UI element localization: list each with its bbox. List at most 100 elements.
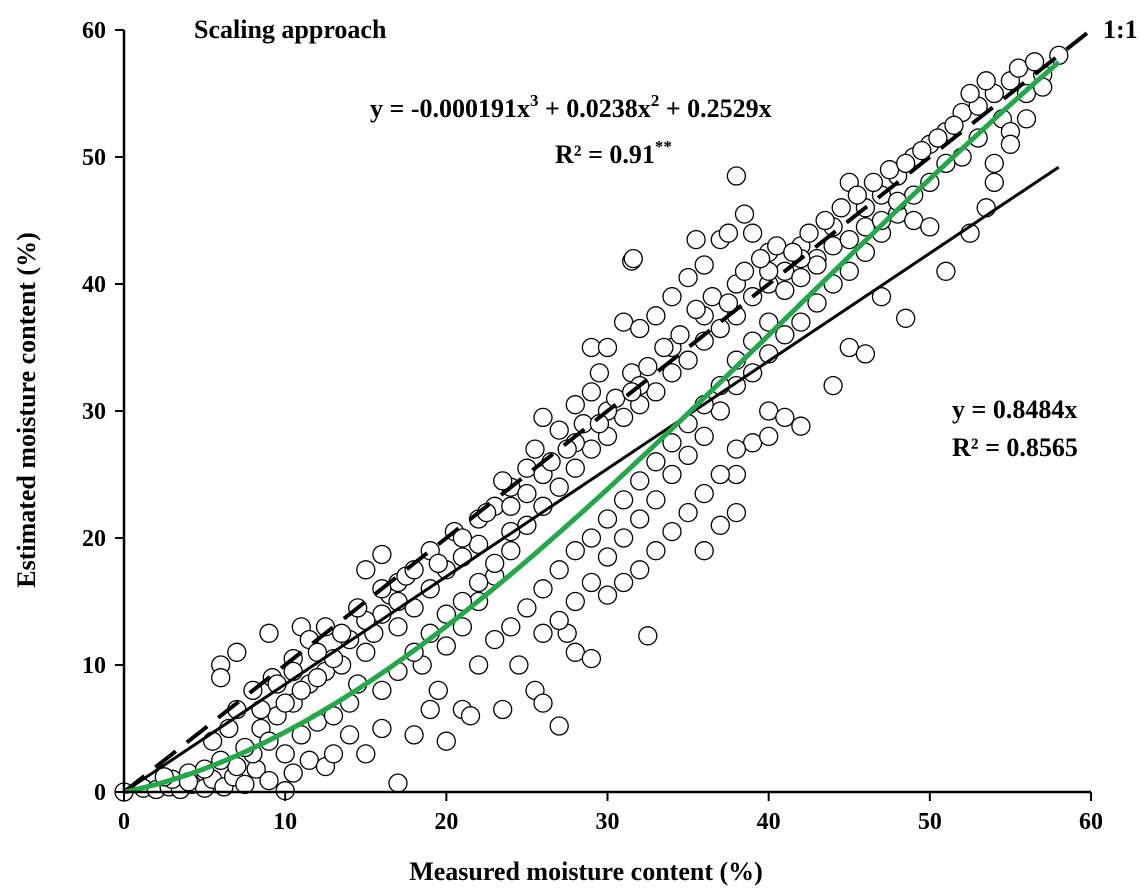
data-point [718, 223, 739, 243]
data-point [646, 541, 666, 561]
data-point [638, 626, 658, 646]
data-point [597, 585, 618, 605]
data-point [678, 502, 698, 523]
data-point [597, 509, 618, 529]
data-point [726, 502, 747, 523]
data-point [597, 547, 618, 567]
y-tick-label: 50 [82, 145, 106, 171]
data-point [630, 560, 650, 580]
data-point [847, 185, 867, 205]
data-point [468, 655, 489, 675]
data-point [912, 140, 932, 161]
data-point [742, 433, 763, 453]
data-point [428, 680, 448, 701]
data-point [549, 560, 569, 580]
data-point [517, 483, 537, 504]
data-point [678, 267, 698, 288]
data-point [807, 293, 827, 313]
data-point [493, 471, 513, 491]
data-point [372, 718, 392, 739]
data-point [275, 744, 295, 764]
data-point [928, 128, 948, 148]
data-point [839, 337, 859, 358]
data-point [1016, 109, 1037, 129]
y-tick-label: 0 [94, 780, 106, 806]
x-tick-label: 60 [1079, 809, 1103, 835]
data-point [565, 541, 585, 561]
data-point [831, 198, 851, 218]
data-point [662, 464, 682, 485]
data-point [791, 416, 811, 436]
data-point [976, 71, 996, 91]
data-point [493, 699, 513, 720]
data-point [468, 572, 489, 593]
data-point [436, 731, 456, 751]
data-point [791, 267, 811, 288]
data-point [549, 716, 569, 736]
one-to-one-label: 1:1 [1103, 15, 1138, 44]
x-tick-label: 20 [434, 809, 458, 835]
data-point [678, 445, 698, 466]
y-tick-label: 60 [82, 18, 106, 44]
data-point [984, 153, 1004, 174]
data-point [485, 629, 505, 650]
data-point [799, 223, 819, 243]
data-point [581, 648, 602, 669]
data-point [565, 591, 585, 612]
data-point [662, 363, 682, 383]
data-point [549, 610, 569, 631]
data-point [356, 560, 376, 580]
data-point [630, 471, 650, 491]
data-point [839, 261, 859, 281]
data-point [549, 477, 569, 497]
data-point [646, 452, 666, 472]
data-point [960, 83, 980, 104]
linear-r2: R² = 0.8565 [952, 433, 1078, 462]
data-point [896, 153, 916, 174]
data-point [557, 439, 577, 459]
data-point [968, 128, 988, 148]
data-point [613, 407, 634, 428]
data-point [759, 426, 779, 447]
y-tick-label: 10 [82, 653, 106, 679]
data-point [549, 420, 569, 440]
data-point [718, 293, 739, 313]
data-point [1000, 134, 1021, 154]
data-point [783, 242, 803, 262]
data-point [356, 642, 376, 662]
data-point [710, 515, 730, 535]
data-point [879, 160, 900, 180]
data-point [775, 325, 795, 345]
data-point [944, 115, 964, 135]
data-point [678, 350, 698, 370]
data-point [372, 544, 392, 565]
y-tick-label: 20 [82, 526, 106, 552]
data-point [299, 750, 319, 770]
data-point [509, 655, 529, 675]
data-point [896, 308, 916, 328]
data-point [759, 401, 779, 421]
data-point [613, 572, 634, 593]
data-point [259, 770, 279, 791]
data-point [750, 248, 771, 269]
data-point [638, 356, 658, 377]
data-point [775, 407, 795, 428]
data-point [525, 439, 545, 459]
data-point [533, 693, 553, 713]
y-axis-ticks: 0 10 20 30 40 50 60 [82, 18, 124, 806]
chart-title: Scaling approach [194, 15, 387, 44]
data-point [211, 668, 231, 688]
data-point [613, 490, 634, 510]
data-point [331, 623, 352, 643]
data-point [855, 344, 876, 364]
data-point [623, 248, 643, 269]
data-point [597, 337, 618, 358]
data-point [734, 204, 755, 224]
data-point [694, 426, 714, 447]
data-point [339, 725, 360, 745]
data-point [581, 382, 602, 402]
data-point [1024, 52, 1045, 72]
x-tick-label: 0 [118, 809, 130, 835]
data-point [452, 528, 473, 548]
